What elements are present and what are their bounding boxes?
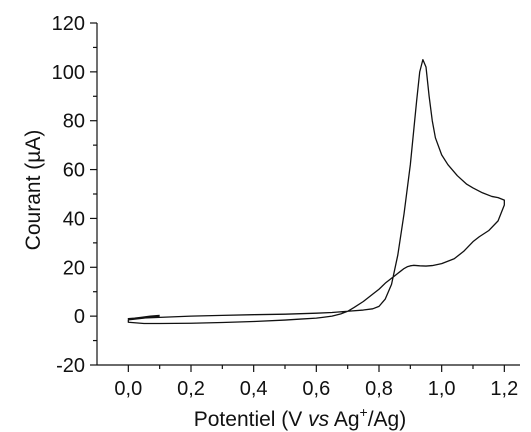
x-tick-label: 1,0 (428, 378, 456, 400)
x-axis-label-middle: Ag (329, 408, 359, 431)
y-tick-label: 80 (63, 111, 85, 133)
y-ticks: -20 0 20 40 60 80 100 120 (52, 13, 97, 377)
series-line-cv-curve (127, 58, 505, 325)
x-axis-label-suffix: /Ag) (368, 408, 407, 431)
x-tick-label: 0,4 (240, 378, 268, 400)
x-axis-label: Potentiel (V vs Ag+/Ag) (194, 404, 406, 431)
y-axis-label: Courant (µA) (22, 130, 45, 251)
y-tick-label: 40 (63, 208, 85, 230)
x-tick-label: 1,2 (490, 378, 518, 400)
y-tick-label: 120 (52, 13, 85, 35)
x-axis-label-italic: vs (308, 408, 330, 431)
y-tick-label: 100 (52, 62, 85, 84)
x-tick-label: 0,8 (365, 378, 393, 400)
x-axis-label-superscript: + (360, 404, 368, 420)
y-tick-label: 20 (63, 257, 85, 279)
x-axis-label-prefix: Potentiel (V (194, 408, 308, 431)
x-tick-label: 0,6 (302, 378, 330, 400)
x-ticks: 0,0 0,2 0,4 0,6 0,8 1,0 1,2 (114, 365, 518, 400)
y-tick-label: -20 (56, 355, 85, 377)
y-tick-label: 0 (74, 306, 85, 328)
y-tick-label: 60 (63, 160, 85, 182)
x-tick-label: 0,2 (177, 378, 205, 400)
x-tick-label: 0,0 (114, 378, 142, 400)
